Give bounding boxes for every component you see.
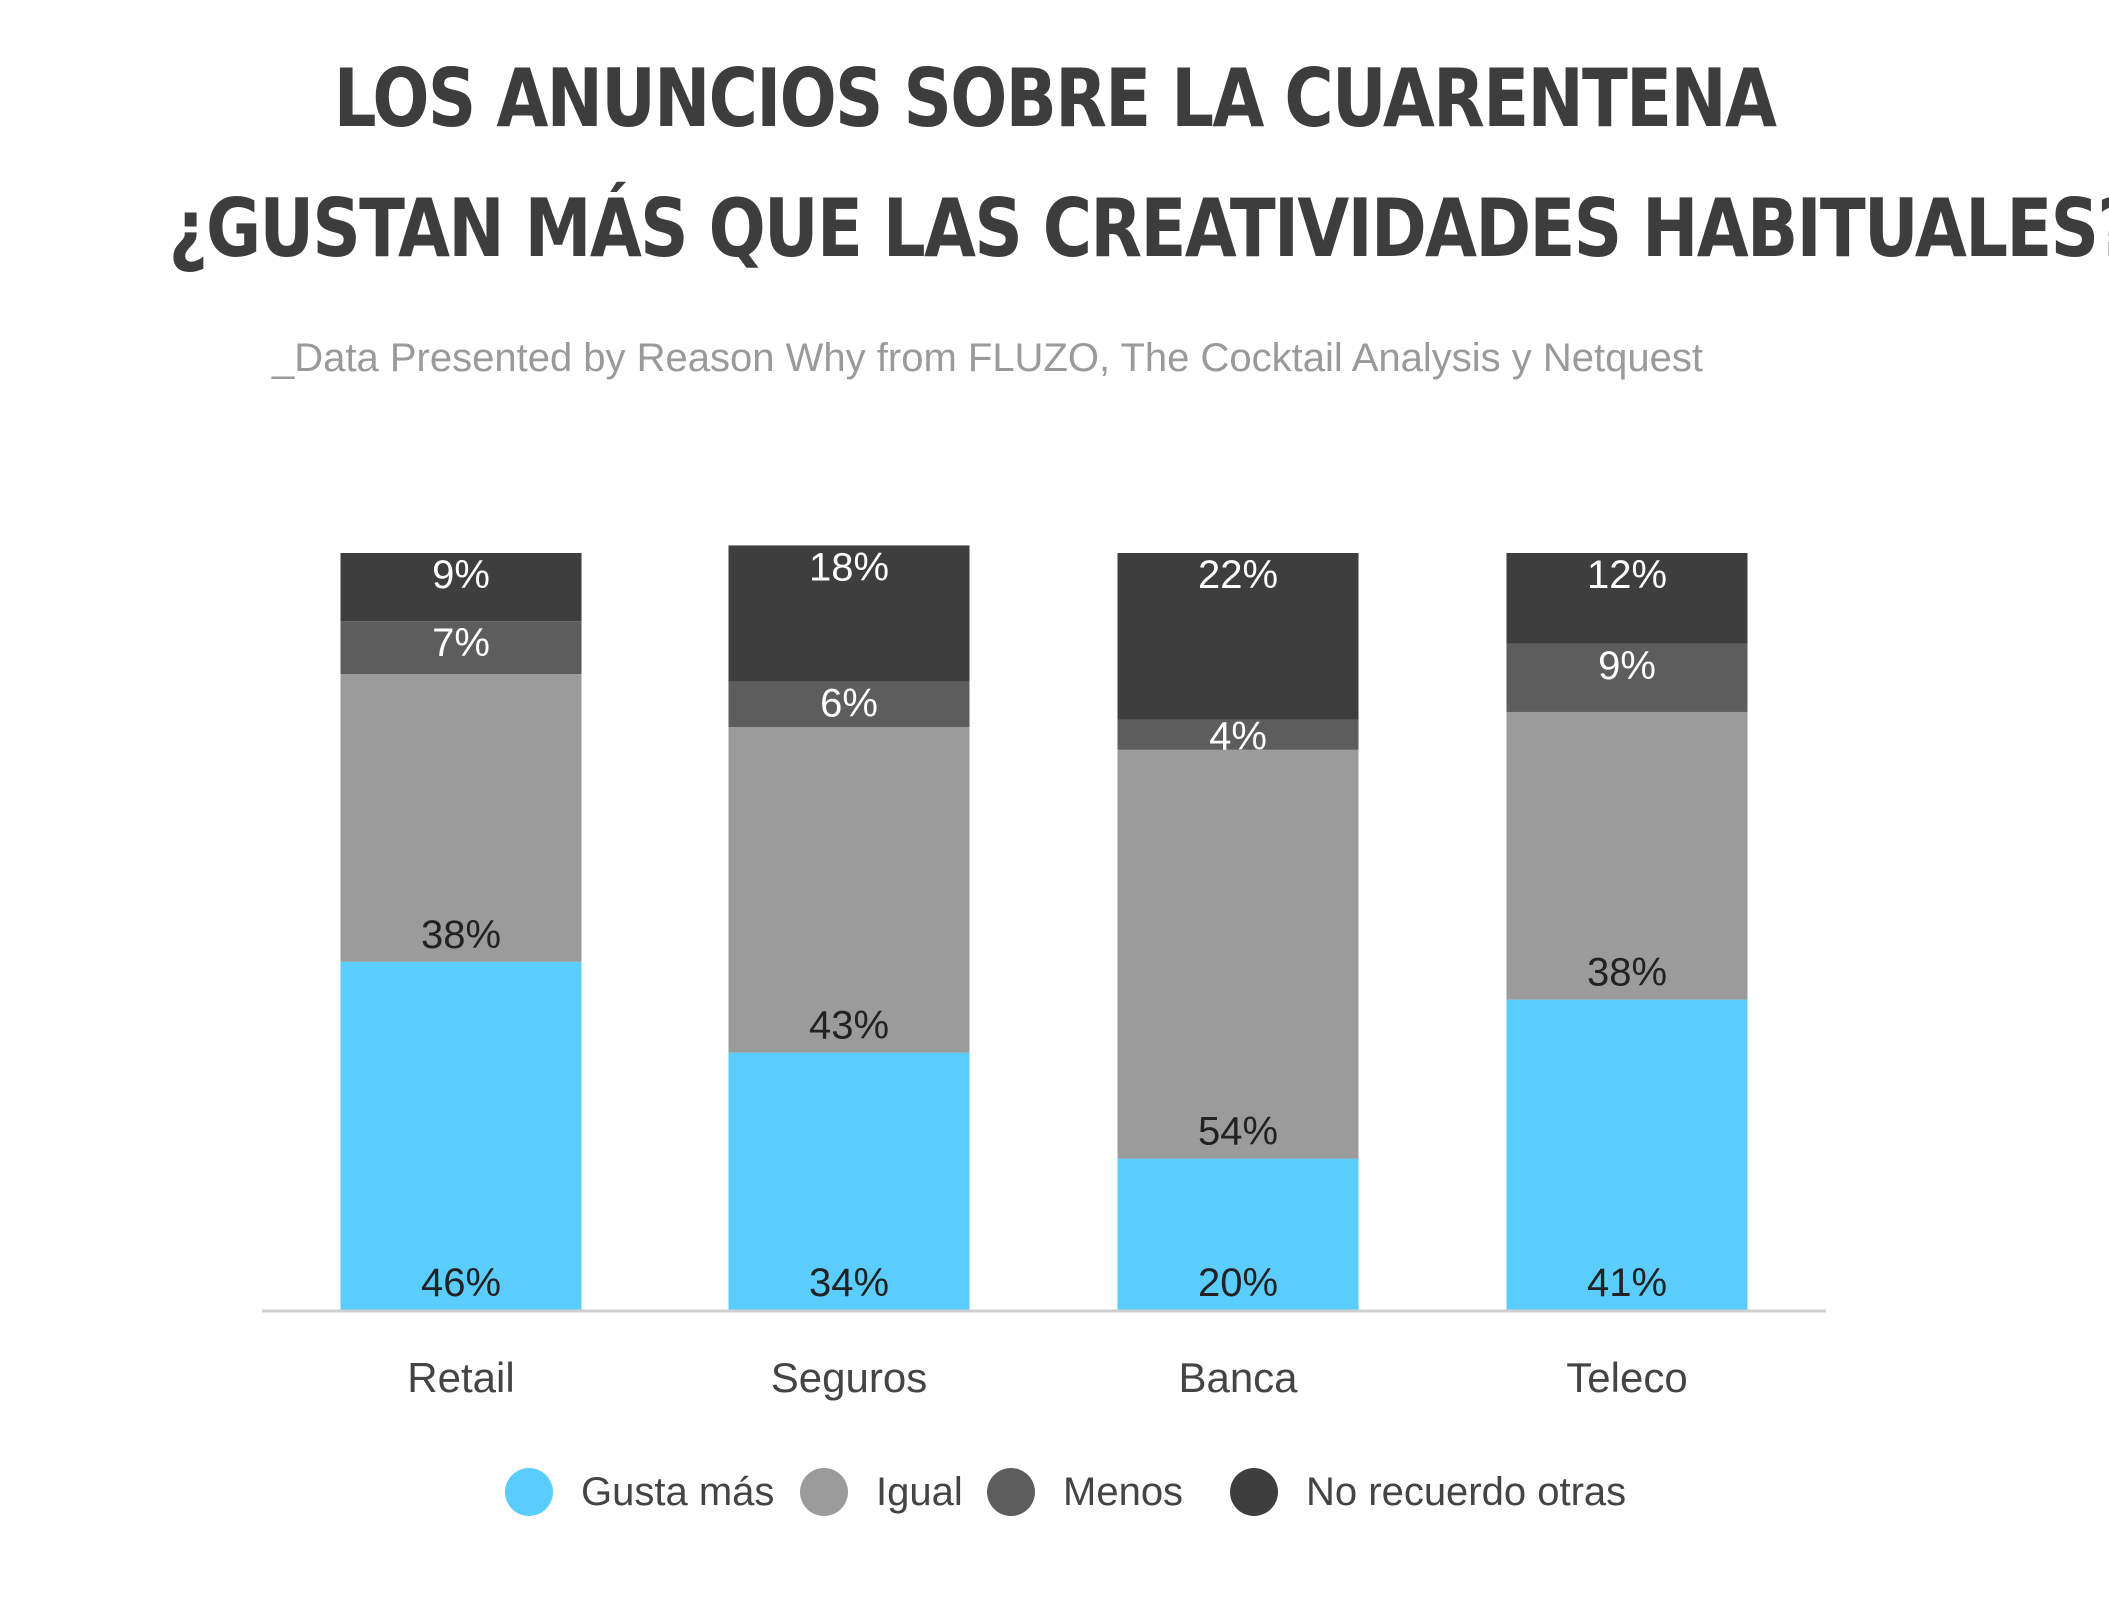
bar-segment-teleco-1 bbox=[1506, 711, 1748, 1000]
data-label-banca-2: 4% bbox=[1209, 715, 1267, 759]
bar-segment-banca-3 bbox=[1117, 553, 1359, 720]
bar-group-teleco: 41% 38% 9% 12% bbox=[1506, 553, 1748, 1310]
data-label-banca-3: 22% bbox=[1198, 553, 1278, 597]
legend-swatch-3 bbox=[1230, 1468, 1278, 1516]
chart-legend: Gusta más Igual Menos No recuerdo otras bbox=[0, 1462, 2109, 1522]
stacked-bar-chart: 46% 38% 7% 9% Retail 34% 43% 6% 18% Seguros 20% 54%… bbox=[262, 545, 1826, 1401]
legend-item-1: Igual bbox=[800, 1462, 963, 1522]
legend-swatch-1 bbox=[800, 1468, 848, 1516]
legend-swatch-2 bbox=[987, 1468, 1035, 1516]
bar-group-retail: 46% 38% 7% 9% bbox=[340, 553, 582, 1310]
bar-group-seguros: 34% 43% 6% 18% bbox=[728, 545, 970, 1310]
data-label-seguros-2: 6% bbox=[820, 682, 878, 726]
legend-item-2: Menos bbox=[987, 1462, 1183, 1522]
data-label-teleco-0: 41% bbox=[1587, 1261, 1667, 1305]
data-label-teleco-3: 12% bbox=[1587, 553, 1667, 597]
chart-title-line1: LOS ANUNCIOS SOBRE LA CUARENTENA bbox=[333, 52, 1777, 145]
data-label-teleco-1: 38% bbox=[1587, 951, 1667, 995]
data-label-banca-1: 54% bbox=[1198, 1110, 1278, 1154]
legend-label-2: Menos bbox=[1063, 1469, 1184, 1514]
x-tick-label-teleco: Teleco bbox=[1566, 1354, 1687, 1401]
bar-segment-teleco-0 bbox=[1506, 999, 1748, 1310]
bar-segment-retail-0 bbox=[340, 961, 582, 1310]
chart-subtitle: _Data Presented by Reason Why from FLUZO… bbox=[272, 336, 1703, 380]
bar-group-banca: 20% 54% 4% 22% bbox=[1117, 553, 1359, 1310]
bar-segment-banca-2 bbox=[1117, 719, 1359, 750]
bar-segment-seguros-0 bbox=[728, 1052, 970, 1310]
data-label-seguros-1: 43% bbox=[809, 1004, 889, 1048]
data-label-retail-0: 46% bbox=[421, 1261, 501, 1305]
bar-segment-banca-0 bbox=[1117, 1158, 1359, 1310]
bar-segment-teleco-2 bbox=[1506, 643, 1748, 712]
bar-segment-retail-2 bbox=[340, 621, 582, 675]
data-label-retail-1: 38% bbox=[421, 913, 501, 957]
bar-segment-retail-3 bbox=[340, 553, 582, 622]
data-label-banca-0: 20% bbox=[1198, 1261, 1278, 1305]
bar-segment-banca-1 bbox=[1117, 749, 1359, 1159]
bar-segment-retail-1 bbox=[340, 674, 582, 962]
legend-label-1: Igual bbox=[876, 1469, 963, 1514]
data-label-retail-2: 7% bbox=[432, 621, 490, 665]
data-label-seguros-0: 34% bbox=[809, 1261, 889, 1305]
chart-title-line2: ¿GUSTAN MÁS QUE LAS CREATIVIDADES HABITU… bbox=[168, 182, 2109, 275]
legend-item-0: Gusta más bbox=[505, 1462, 774, 1522]
data-label-seguros-3: 18% bbox=[809, 545, 889, 589]
bar-segment-seguros-1 bbox=[728, 727, 970, 1053]
bar-segment-teleco-3 bbox=[1506, 553, 1748, 644]
x-tick-label-banca: Banca bbox=[1178, 1354, 1298, 1401]
x-tick-label-retail: Retail bbox=[407, 1354, 514, 1401]
legend-label-3: No recuerdo otras bbox=[1306, 1469, 1627, 1514]
legend-label-0: Gusta más bbox=[581, 1469, 775, 1514]
bar-segment-seguros-3 bbox=[728, 545, 970, 682]
legend-item-3: No recuerdo otras bbox=[1230, 1462, 1626, 1522]
bar-segment-seguros-2 bbox=[728, 681, 970, 728]
x-tick-label-seguros: Seguros bbox=[771, 1354, 927, 1401]
legend-swatch-0 bbox=[505, 1468, 553, 1516]
data-label-retail-3: 9% bbox=[432, 553, 490, 597]
data-label-teleco-2: 9% bbox=[1598, 644, 1656, 688]
